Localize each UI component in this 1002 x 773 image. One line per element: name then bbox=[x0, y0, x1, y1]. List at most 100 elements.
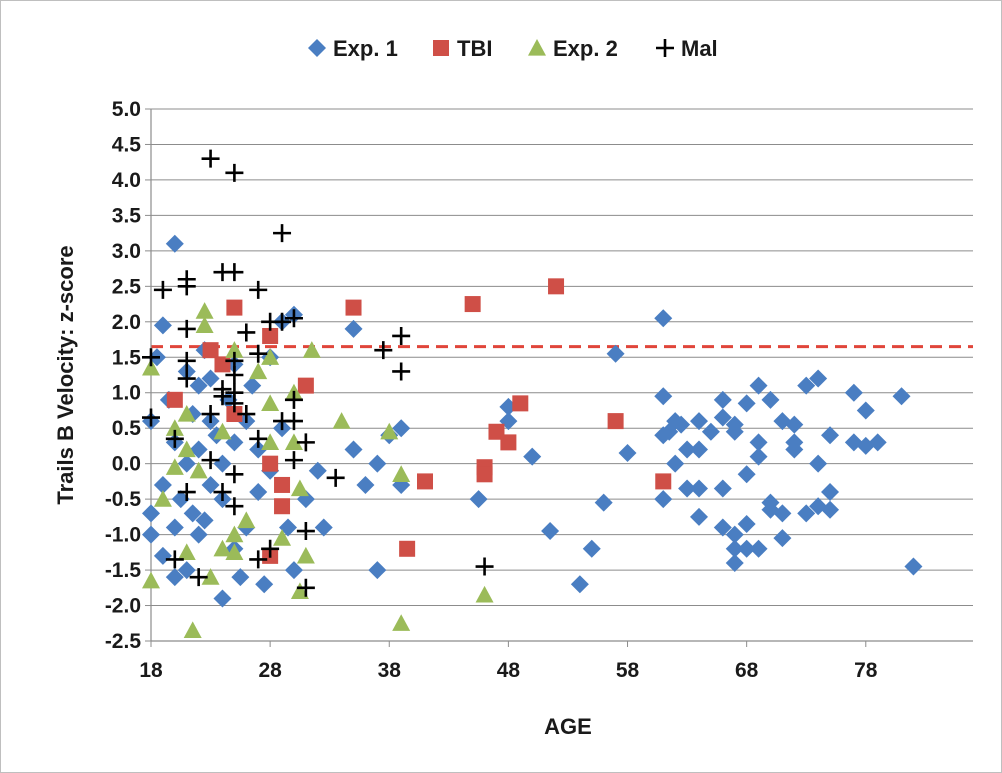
y-tick-label: 4.0 bbox=[112, 169, 141, 192]
data-point-square bbox=[655, 473, 672, 490]
y-tick-label: 0.0 bbox=[112, 453, 141, 476]
data-point-diamond bbox=[785, 440, 804, 459]
data-point-square bbox=[274, 498, 291, 515]
data-point-diamond bbox=[171, 490, 190, 509]
data-point-diamond bbox=[189, 440, 208, 459]
data-point-diamond bbox=[165, 518, 184, 537]
data-point-triangle bbox=[225, 341, 244, 358]
data-point-plus bbox=[165, 429, 184, 448]
data-point-square bbox=[548, 278, 565, 295]
data-point-diamond bbox=[165, 568, 184, 587]
data-point-diamond bbox=[213, 454, 232, 473]
data-point-diamond bbox=[654, 490, 673, 509]
data-point-plus bbox=[165, 550, 184, 569]
data-point-triangle bbox=[380, 422, 399, 440]
data-point-diamond bbox=[749, 433, 768, 452]
legend-label: Exp. 2 bbox=[553, 36, 618, 61]
data-point-diamond bbox=[249, 440, 268, 459]
data-point-diamond bbox=[713, 390, 732, 409]
data-point-diamond bbox=[809, 497, 828, 516]
data-point-triangle bbox=[249, 362, 268, 380]
data-point-diamond bbox=[201, 369, 220, 388]
x-tick-label: 28 bbox=[258, 659, 282, 682]
x-tick-label: 18 bbox=[139, 659, 163, 682]
data-point-diamond bbox=[725, 553, 744, 572]
data-point-diamond bbox=[231, 568, 250, 587]
data-point-plus bbox=[153, 280, 172, 299]
legend: Exp. 1 TBI Exp. 2 Mal bbox=[308, 36, 718, 61]
data-point-diamond bbox=[356, 475, 375, 494]
data-point-diamond bbox=[809, 369, 828, 388]
data-point-triangle bbox=[165, 458, 184, 475]
data-point-diamond bbox=[618, 444, 637, 463]
data-point-diamond bbox=[153, 316, 172, 335]
legend-item: Exp. 2 bbox=[528, 36, 618, 61]
data-point-plus bbox=[296, 433, 315, 452]
data-point-diamond bbox=[809, 454, 828, 473]
data-point-diamond bbox=[523, 447, 542, 466]
data-point-triangle bbox=[177, 543, 196, 560]
data-point-plus bbox=[189, 568, 208, 587]
data-point-diamond bbox=[654, 387, 673, 406]
data-point-square bbox=[274, 476, 291, 493]
data-point-triangle bbox=[177, 440, 196, 458]
data-point-triangle bbox=[225, 543, 244, 560]
y-tick-label: -1.5 bbox=[105, 559, 142, 582]
data-point-square bbox=[433, 40, 449, 56]
x-tick-label: 78 bbox=[854, 659, 878, 682]
data-point-triangle bbox=[261, 348, 280, 365]
y-tick-label: 1.5 bbox=[112, 346, 142, 369]
data-point-diamond bbox=[713, 518, 732, 537]
data-point-triangle bbox=[284, 433, 303, 451]
data-point-triangle bbox=[213, 422, 232, 440]
data-point-diamond bbox=[713, 479, 732, 498]
data-point-diamond bbox=[177, 561, 196, 580]
data-point-plus bbox=[213, 387, 232, 406]
y-tick-label: 3.0 bbox=[112, 240, 141, 263]
data-point-plus bbox=[201, 451, 220, 470]
y-tick-label: -2.5 bbox=[105, 630, 142, 653]
data-point-triangle bbox=[296, 546, 315, 564]
data-point-diamond bbox=[213, 589, 232, 608]
data-point-diamond bbox=[284, 561, 303, 580]
data-point-diamond bbox=[142, 525, 160, 544]
data-point-plus bbox=[392, 326, 411, 345]
data-point-diamond bbox=[255, 575, 274, 594]
legend-item: Exp. 1 bbox=[308, 36, 398, 61]
data-point-triangle bbox=[142, 358, 160, 376]
data-point-diamond bbox=[737, 394, 756, 413]
data-point-plus bbox=[296, 522, 315, 541]
y-tick-labels: 5.0 4.5 4.0 3.5 3.0 2.5 2.0 1.5 1.0 0.5 0.0 -0.5 -1.… bbox=[105, 98, 142, 653]
data-point-diamond bbox=[749, 376, 768, 395]
data-point-diamond bbox=[654, 309, 673, 328]
data-point-square bbox=[512, 395, 529, 412]
data-point-diamond bbox=[165, 234, 184, 253]
x-tick-labels: 18 28 38 48 58 68 78 bbox=[139, 659, 877, 682]
data-point-diamond bbox=[690, 479, 708, 498]
data-point-plus bbox=[392, 362, 411, 381]
y-tick-label: 0.5 bbox=[112, 417, 142, 440]
data-point-triangle bbox=[183, 621, 202, 639]
data-point-plus bbox=[177, 319, 196, 338]
data-point-plus bbox=[225, 465, 244, 484]
data-point-diamond bbox=[749, 447, 768, 466]
y-axis-title: Trails B Velocity: z-score bbox=[53, 245, 78, 504]
data-point-plus bbox=[249, 280, 268, 299]
y-tick-label: 4.5 bbox=[112, 133, 142, 156]
y-tick-label: 2.0 bbox=[112, 311, 141, 334]
data-point-triangle bbox=[273, 529, 292, 546]
data-point-square bbox=[297, 377, 314, 394]
data-point-diamond bbox=[737, 514, 756, 533]
data-point-square bbox=[399, 540, 416, 557]
data-point-plus bbox=[213, 483, 232, 502]
data-point-diamond bbox=[308, 39, 326, 57]
data-point-diamond bbox=[821, 483, 840, 502]
data-point-plus bbox=[284, 309, 303, 328]
data-point-diamond bbox=[725, 525, 744, 544]
data-point-triangle bbox=[475, 585, 494, 603]
data-point-plus bbox=[296, 578, 315, 597]
data-point-diamond bbox=[821, 500, 840, 519]
data-point-diamond bbox=[690, 440, 708, 459]
data-point-diamond bbox=[368, 561, 387, 580]
data-point-square bbox=[476, 466, 493, 483]
